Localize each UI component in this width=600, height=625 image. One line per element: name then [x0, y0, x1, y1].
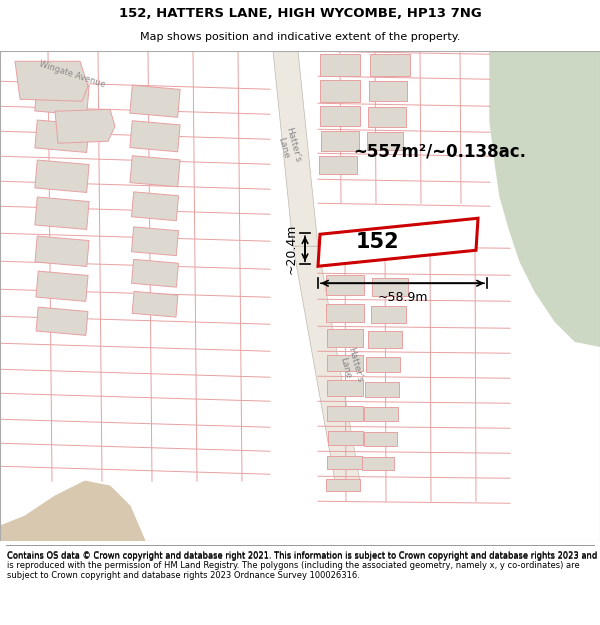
Polygon shape — [35, 120, 89, 152]
Polygon shape — [130, 121, 180, 152]
Polygon shape — [55, 109, 115, 143]
Text: ~20.4m: ~20.4m — [285, 224, 298, 274]
Polygon shape — [35, 160, 89, 192]
Bar — [365, 382, 399, 397]
Text: 152: 152 — [356, 232, 400, 253]
Polygon shape — [273, 51, 318, 246]
Polygon shape — [36, 271, 88, 301]
Bar — [327, 329, 363, 348]
Polygon shape — [35, 197, 89, 229]
Bar — [327, 406, 363, 421]
Polygon shape — [36, 307, 88, 336]
Bar — [326, 304, 364, 322]
Polygon shape — [132, 291, 178, 317]
Text: Wingate Avenue: Wingate Avenue — [38, 59, 106, 89]
Polygon shape — [0, 481, 145, 541]
Bar — [320, 106, 360, 126]
Polygon shape — [131, 227, 179, 256]
Bar — [370, 54, 410, 76]
Bar — [328, 431, 362, 445]
Polygon shape — [35, 81, 89, 116]
Bar — [319, 156, 357, 174]
Text: ~557m²/~0.138ac.: ~557m²/~0.138ac. — [353, 142, 527, 160]
Bar — [362, 457, 394, 470]
Bar — [364, 408, 398, 421]
Bar — [327, 380, 363, 396]
Bar — [364, 432, 397, 446]
Polygon shape — [15, 61, 88, 101]
Bar — [366, 357, 400, 372]
Polygon shape — [490, 51, 600, 346]
Text: Hatter's
Lane: Hatter's Lane — [274, 126, 302, 166]
Bar — [326, 456, 361, 469]
Polygon shape — [131, 259, 178, 287]
Bar — [372, 278, 408, 296]
Bar — [371, 306, 406, 322]
Text: Contains OS data © Crown copyright and database right 2021. This information is : Contains OS data © Crown copyright and d… — [7, 552, 600, 561]
Text: 152, HATTERS LANE, HIGH WYCOMBE, HP13 7NG: 152, HATTERS LANE, HIGH WYCOMBE, HP13 7N… — [119, 7, 481, 20]
Bar — [369, 81, 407, 101]
Bar — [368, 331, 402, 348]
Text: Contains OS data © Crown copyright and database right 2021. This information is : Contains OS data © Crown copyright and d… — [7, 551, 598, 581]
Polygon shape — [131, 192, 179, 221]
Polygon shape — [293, 246, 360, 481]
Polygon shape — [318, 218, 478, 266]
Bar — [368, 107, 406, 127]
Bar — [327, 355, 363, 371]
Text: ~58.9m: ~58.9m — [377, 291, 428, 304]
Text: Map shows position and indicative extent of the property.: Map shows position and indicative extent… — [140, 32, 460, 42]
Polygon shape — [130, 85, 180, 118]
Polygon shape — [130, 156, 180, 187]
Text: Hatter's
Lane: Hatter's Lane — [336, 346, 364, 386]
Bar — [326, 479, 360, 491]
Bar — [321, 131, 359, 151]
Bar — [320, 80, 360, 102]
Polygon shape — [35, 236, 89, 266]
Bar — [320, 54, 360, 76]
Bar — [326, 275, 364, 295]
Bar — [367, 132, 403, 150]
